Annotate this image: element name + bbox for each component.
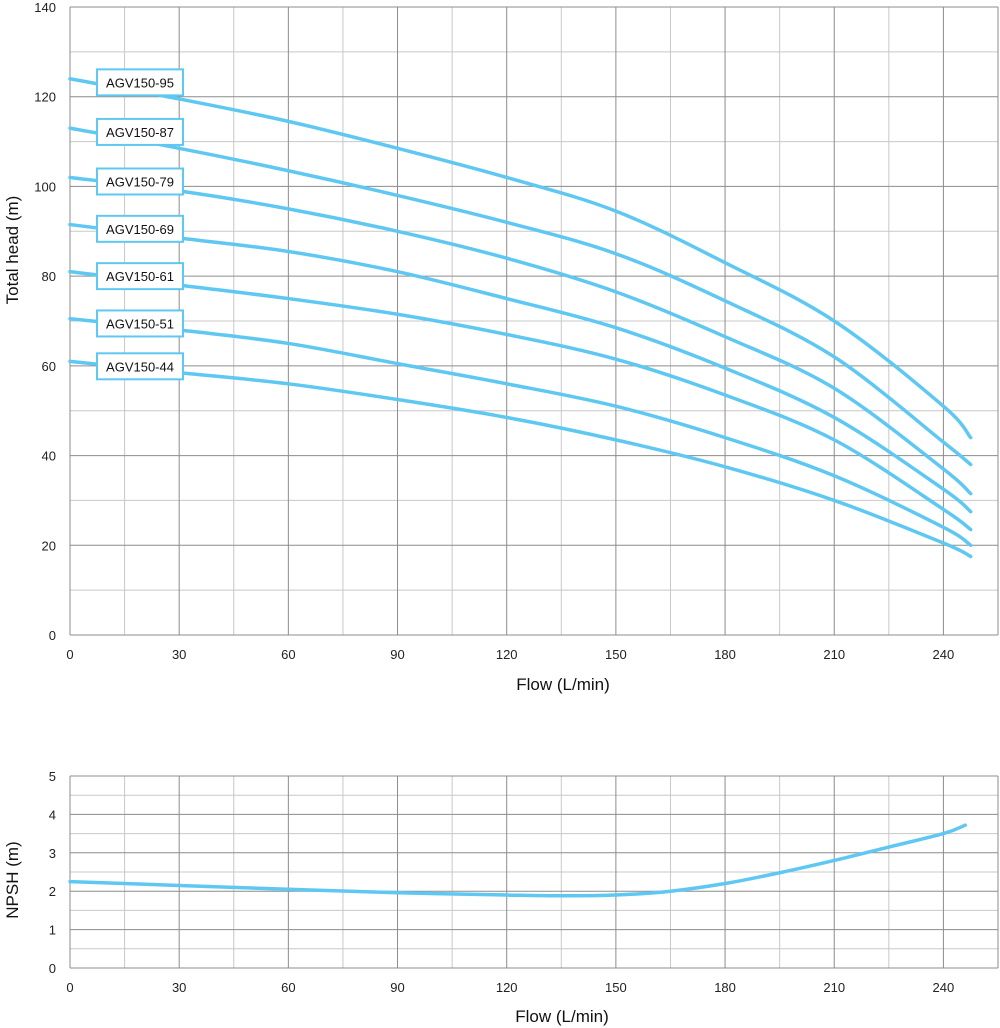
series-label-agv150-69: AGV150-69	[106, 222, 174, 237]
npsh-y-tick-label: 5	[49, 769, 56, 784]
head-x-tick-label: 180	[714, 647, 736, 662]
npsh-x-tick-label: 0	[66, 980, 73, 995]
head-y-tick-label: 40	[42, 449, 56, 464]
series-label-box	[96, 68, 184, 97]
npsh-x-tick-label: 180	[714, 980, 736, 995]
head-x-tick-label: 30	[172, 647, 186, 662]
npsh-x-tick-label: 90	[390, 980, 404, 995]
npsh-y-tick-label: 3	[49, 846, 56, 861]
series-label-box	[96, 352, 184, 381]
series-label-agv150-95: AGV150-95	[106, 75, 174, 90]
head-y-axis-title: Total head (m)	[3, 196, 22, 305]
head-y-tick-label: 120	[34, 90, 56, 105]
head-series-line-7	[68, 359, 973, 559]
head-series-line-5	[68, 269, 973, 532]
series-label-agv150-79: AGV150-79	[106, 174, 174, 189]
npsh-series-line-1	[68, 823, 967, 898]
npsh-x-tick-label: 120	[496, 980, 518, 995]
head-x-tick-label: 150	[605, 647, 627, 662]
npsh-y-tick-label: 1	[49, 923, 56, 938]
series-label-agv150-87: AGV150-87	[106, 125, 174, 140]
npsh-y-axis-title: NPSH (m)	[3, 841, 22, 918]
series-label-box	[96, 117, 184, 146]
series-label-box	[96, 309, 184, 338]
npsh-y-tick-label: 0	[49, 961, 56, 976]
total-head-chart: 0 30 60 90 120 150 180 210 240 0 20 40 60 80 100 120 140…	[34, 0, 999, 662]
head-series-line-2	[68, 126, 973, 467]
series-label-agv150-61: AGV150-61	[106, 269, 174, 284]
head-y-tick-label: 100	[34, 179, 56, 194]
head-y-tick-label: 0	[49, 628, 56, 643]
series-label-agv150-51: AGV150-51	[106, 316, 174, 331]
head-x-tick-label: 210	[823, 647, 845, 662]
head-series-line-4	[68, 222, 973, 514]
npsh-y-tick-label: 4	[49, 807, 56, 822]
series-label-box	[96, 262, 184, 291]
npsh-y-tick-label: 2	[49, 884, 56, 899]
head-y-tick-label: 20	[42, 538, 56, 553]
series-label-agv150-44: AGV150-44	[106, 359, 174, 374]
head-x-tick-label: 0	[66, 647, 73, 662]
npsh-x-tick-label: 240	[933, 980, 955, 995]
series-label-box	[96, 214, 184, 243]
series-label-box	[96, 167, 184, 196]
npsh-x-axis-title: Flow (L/min)	[515, 1007, 609, 1026]
npsh-x-tick-label: 150	[605, 980, 627, 995]
npsh-x-tick-label: 60	[281, 980, 295, 995]
npsh-chart: 0 30 60 90 120 150 180 210 240 0 1 2 3 4 5	[49, 769, 999, 995]
head-x-tick-label: 120	[496, 647, 518, 662]
head-x-tick-label: 240	[933, 647, 955, 662]
head-y-tick-label: 140	[34, 0, 56, 15]
head-x-tick-label: 90	[390, 647, 404, 662]
head-y-tick-label: 60	[42, 359, 56, 374]
npsh-x-tick-label: 210	[823, 980, 845, 995]
head-series-line-3	[68, 175, 973, 496]
head-x-axis-title: Flow (L/min)	[516, 675, 610, 694]
head-series-line-6	[68, 317, 973, 548]
head-y-tick-label: 80	[42, 269, 56, 284]
npsh-x-tick-label: 30	[172, 980, 186, 995]
head-x-tick-label: 60	[281, 647, 295, 662]
head-series-line-1	[68, 77, 973, 440]
